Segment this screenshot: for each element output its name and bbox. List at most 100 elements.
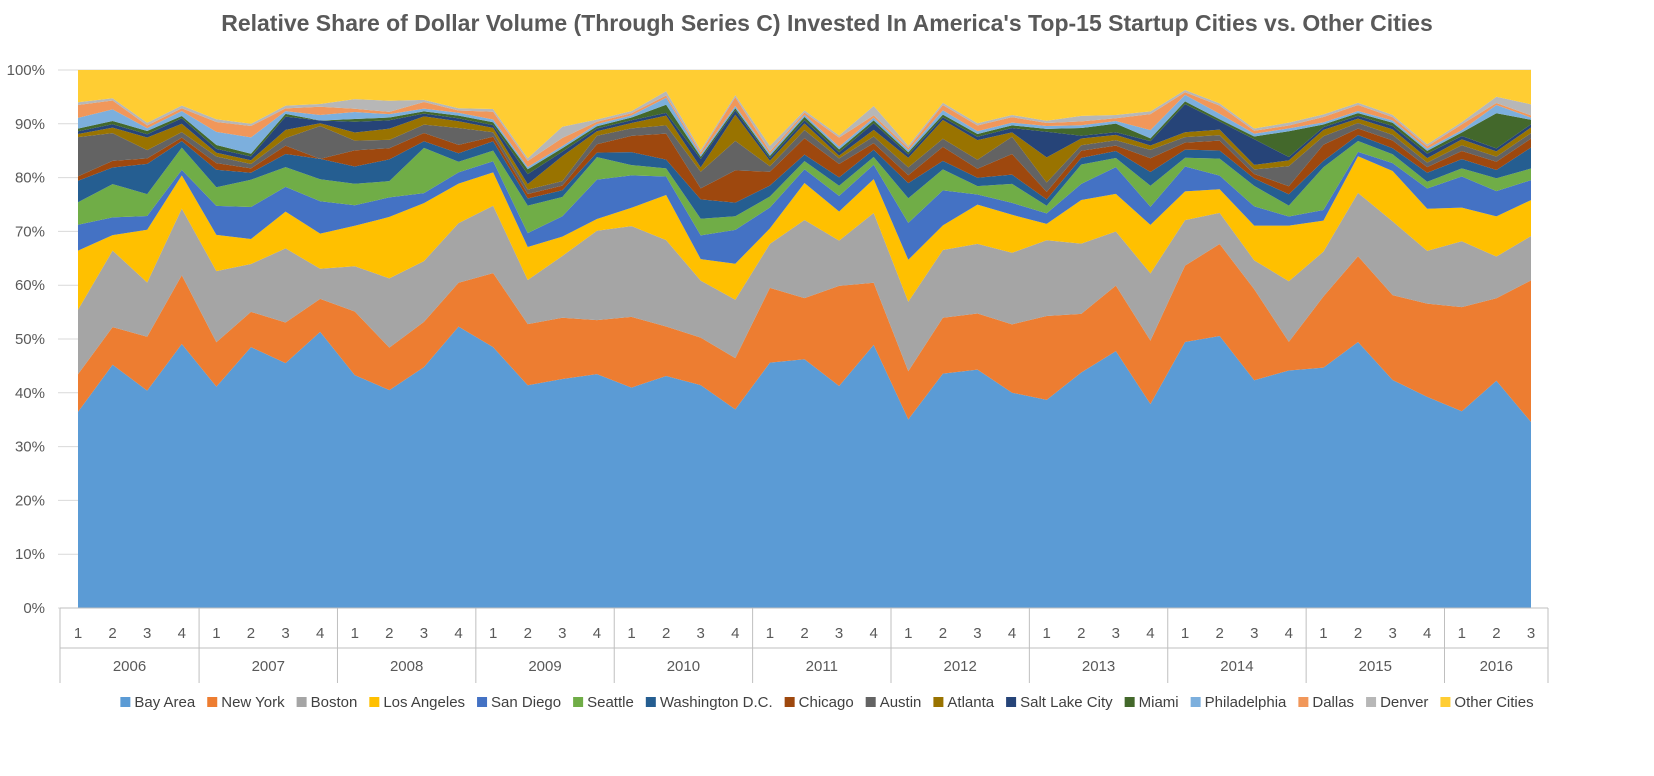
legend-swatch-atlanta <box>933 697 944 707</box>
y-tick-label: 70% <box>15 223 45 240</box>
x-tick-label: 1 <box>627 625 635 642</box>
area-series-dallas <box>78 92 1531 168</box>
y-tick-label: 0% <box>23 600 45 617</box>
year-label: 2007 <box>252 658 285 675</box>
legend-swatch-salt-lake-city <box>1006 697 1017 707</box>
year-label: 2015 <box>1359 658 1392 675</box>
legend-label-philadelphia: Philadelphia <box>1205 694 1287 711</box>
area-series-other-cities <box>78 70 1531 159</box>
area-series-philadelphia <box>78 94 1531 170</box>
year-label: 2006 <box>113 658 146 675</box>
legend-swatch-other-cities <box>1440 697 1451 707</box>
area-series-washington-d-c <box>78 135 1531 219</box>
x-tick-label: 4 <box>454 625 462 642</box>
legend-label-other-cities: Other Cities <box>1454 694 1533 711</box>
legend-label-washington-d-c: Washington D.C. <box>660 694 773 711</box>
year-label: 2009 <box>528 658 561 675</box>
x-tick-label: 3 <box>973 625 981 642</box>
x-tick-label: 2 <box>108 625 116 642</box>
x-tick-label: 4 <box>870 625 878 642</box>
area-series-boston <box>78 192 1531 375</box>
legend-swatch-miami <box>1124 697 1135 707</box>
x-tick-label: 2 <box>939 625 947 642</box>
area-series-salt-lake-city <box>78 104 1531 185</box>
year-label: 2010 <box>667 658 700 675</box>
x-tick-label: 3 <box>1527 625 1535 642</box>
x-tick-label: 4 <box>316 625 324 642</box>
x-tick-label: 1 <box>74 625 82 642</box>
y-tick-label: 30% <box>15 439 45 456</box>
legend-swatch-seattle <box>573 697 584 707</box>
x-tick-label: 1 <box>1319 625 1327 642</box>
legend-swatch-new-york <box>207 697 218 707</box>
year-label: 2013 <box>1082 658 1115 675</box>
year-label: 2008 <box>390 658 423 675</box>
y-tick-label: 20% <box>15 492 45 509</box>
x-tick-label: 4 <box>1285 625 1293 642</box>
year-label: 2012 <box>943 658 976 675</box>
legend-swatch-san-diego <box>477 697 488 707</box>
legend-swatch-los-angeles <box>369 697 380 707</box>
legend-label-new-york: New York <box>221 694 285 711</box>
x-tick-label: 2 <box>385 625 393 642</box>
legend-swatch-boston <box>296 697 307 707</box>
legend-label-denver: Denver <box>1380 694 1428 711</box>
x-tick-label: 4 <box>1146 625 1154 642</box>
x-tick-label: 1 <box>1458 625 1466 642</box>
x-tick-label: 3 <box>143 625 151 642</box>
legend-swatch-bay-area <box>120 697 131 707</box>
chart-title: Relative Share of Dollar Volume (Through… <box>221 10 1433 36</box>
x-tick-label: 3 <box>1388 625 1396 642</box>
legend-label-boston: Boston <box>311 694 358 711</box>
y-tick-label: 90% <box>15 116 45 133</box>
legend-swatch-austin <box>865 697 876 707</box>
x-tick-label: 1 <box>766 625 774 642</box>
x-tick-label: 4 <box>178 625 186 642</box>
legend-label-chicago: Chicago <box>799 694 854 711</box>
legend-label-bay-area: Bay Area <box>134 694 196 711</box>
x-tick-label: 3 <box>697 625 705 642</box>
area-series-san-diego <box>78 151 1531 264</box>
area-series-atlanta <box>78 114 1531 190</box>
legend-label-austin: Austin <box>880 694 922 711</box>
year-label: 2016 <box>1480 658 1513 675</box>
y-tick-label: 100% <box>7 62 45 79</box>
x-tick-label: 2 <box>1492 625 1500 642</box>
legend-swatch-washington-d-c <box>645 697 656 707</box>
x-tick-label: 1 <box>212 625 220 642</box>
legend-label-dallas: Dallas <box>1312 694 1354 711</box>
x-tick-label: 2 <box>1077 625 1085 642</box>
area-series-austin <box>78 122 1531 195</box>
x-tick-label: 1 <box>904 625 912 642</box>
legend-swatch-denver <box>1366 697 1377 707</box>
legend-label-san-diego: San Diego <box>491 694 561 711</box>
x-tick-label: 2 <box>524 625 532 642</box>
legend-label-miami: Miami <box>1139 694 1179 711</box>
legend-swatch-chicago <box>784 697 795 707</box>
legend-label-atlanta: Atlanta <box>947 694 994 711</box>
legend-label-seattle: Seattle <box>587 694 634 711</box>
year-label: 2011 <box>806 658 838 675</box>
x-tick-label: 3 <box>281 625 289 642</box>
area-series-new-york <box>78 244 1531 423</box>
x-tick-label: 1 <box>489 625 497 642</box>
legend-swatch-philadelphia <box>1190 697 1201 707</box>
x-tick-label: 3 <box>1112 625 1120 642</box>
area-series-los-angeles <box>78 156 1531 310</box>
x-tick-label: 2 <box>662 625 670 642</box>
x-tick-label: 1 <box>1042 625 1050 642</box>
x-tick-label: 2 <box>1354 625 1362 642</box>
legend-label-salt-lake-city: Salt Lake City <box>1020 694 1113 711</box>
year-label: 2014 <box>1220 658 1253 675</box>
x-tick-label: 3 <box>558 625 566 642</box>
y-tick-label: 50% <box>15 331 45 348</box>
legend-label-los-angeles: Los Angeles <box>383 694 465 711</box>
x-tick-label: 4 <box>593 625 601 642</box>
x-tick-label: 4 <box>1008 625 1016 642</box>
x-tick-label: 1 <box>1181 625 1189 642</box>
x-tick-label: 2 <box>1215 625 1223 642</box>
area-series-seattle <box>78 141 1531 236</box>
x-tick-label: 1 <box>351 625 359 642</box>
